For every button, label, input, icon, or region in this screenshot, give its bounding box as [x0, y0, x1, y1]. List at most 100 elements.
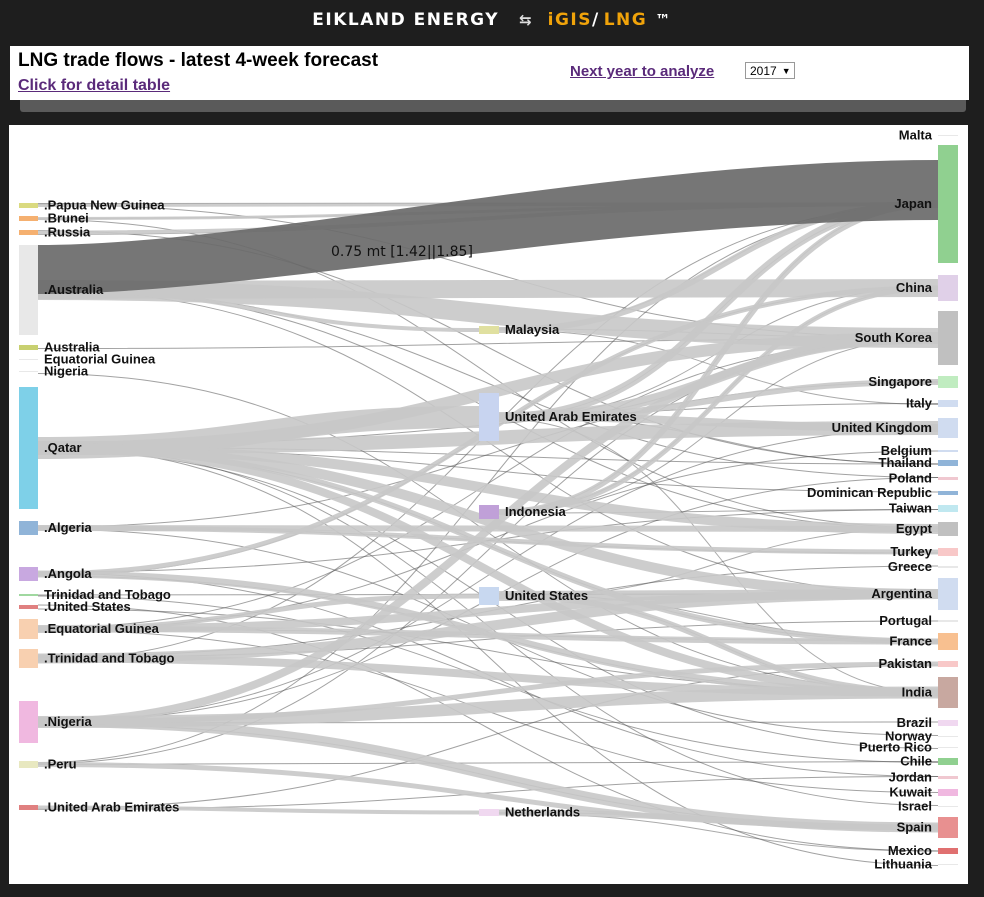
source-node-united-states[interactable] [19, 605, 38, 609]
dest-label-mexico: Mexico [888, 843, 932, 858]
product-lng: LNG [603, 10, 648, 30]
next-year-link[interactable]: Next year to analyze [570, 63, 715, 80]
source-label-peru: .Peru [44, 757, 77, 772]
source-node-trinidad-and-tobago[interactable] [19, 649, 38, 668]
hub-node-united-states[interactable] [479, 587, 499, 605]
flow-link[interactable] [37, 288, 480, 332]
source-node-united-arab-emirates[interactable] [19, 805, 38, 810]
dest-node-italy[interactable] [938, 400, 958, 407]
dest-node-argentina[interactable] [938, 578, 958, 610]
source-label-equatorial-guinea: Equatorial Guinea [44, 352, 156, 367]
source-node-brunei[interactable] [19, 216, 38, 221]
source-node-algeria[interactable] [19, 521, 38, 535]
thin-link[interactable] [37, 761, 939, 765]
flow-link[interactable] [498, 593, 939, 696]
dest-node-puerto-rico[interactable] [938, 747, 958, 748]
dest-label-pakistan: Pakistan [879, 656, 933, 671]
hub-label-malaysia: Malaysia [505, 322, 560, 337]
flow-link[interactable] [37, 626, 939, 645]
source-label-united-states: .United States [44, 599, 131, 614]
dest-label-poland: Poland [889, 471, 932, 486]
dest-node-taiwan[interactable] [938, 505, 958, 512]
thin-link[interactable] [37, 664, 939, 809]
dest-node-poland[interactable] [938, 477, 958, 480]
dest-node-singapore[interactable] [938, 376, 958, 388]
dest-label-japan: Japan [894, 196, 932, 211]
source-node-equatorial-guinea[interactable] [19, 619, 38, 639]
dest-label-taiwan: Taiwan [889, 501, 932, 516]
dest-label-greece: Greece [888, 559, 932, 574]
flow-link[interactable] [498, 285, 939, 515]
flow-link[interactable] [498, 589, 939, 601]
year-select[interactable]: 2017 ▼ [745, 62, 795, 79]
dest-node-belgium[interactable] [938, 450, 958, 452]
source-node-angola[interactable] [19, 567, 38, 581]
source-node-qatar[interactable] [19, 387, 38, 509]
dest-node-dominican-republic[interactable] [938, 491, 958, 495]
source-label-papua-new-guinea: .Papua New Guinea [44, 198, 165, 213]
wide-links-layer [37, 200, 939, 833]
source-label-australia: Australia [44, 340, 100, 355]
thin-link[interactable] [498, 329, 939, 405]
product-separator: / [592, 10, 600, 30]
dest-label-norway: Norway [885, 729, 933, 744]
dest-node-israel[interactable] [938, 806, 958, 807]
source-label-qatar: .Qatar [44, 440, 82, 455]
flow-link[interactable] [498, 809, 939, 831]
hub-node-netherlands[interactable] [479, 809, 499, 816]
flow-link[interactable] [37, 525, 939, 555]
dest-node-chile[interactable] [938, 758, 958, 765]
source-node-papua-new-guinea[interactable] [19, 203, 38, 208]
header-shadow [20, 98, 966, 112]
dest-node-kuwait[interactable] [938, 789, 958, 796]
dest-node-france[interactable] [938, 633, 958, 650]
dest-node-spain[interactable] [938, 817, 958, 838]
dest-label-belgium: Belgium [881, 443, 932, 458]
dest-node-japan[interactable] [938, 145, 958, 263]
source-node-australia[interactable] [19, 245, 38, 335]
dest-node-turkey[interactable] [938, 548, 958, 556]
dest-label-chile: Chile [900, 754, 932, 769]
hub-node-united-arab-emirates[interactable] [479, 393, 499, 441]
dest-node-malta[interactable] [938, 135, 958, 136]
dest-node-egypt[interactable] [938, 522, 958, 536]
source-node-nigeria[interactable] [19, 371, 38, 372]
flow-link[interactable] [37, 805, 480, 815]
dest-label-china: China [896, 280, 933, 295]
nodes-layer [19, 135, 958, 865]
flow-link[interactable] [37, 445, 939, 645]
hub-node-malaysia[interactable] [479, 326, 499, 334]
dest-node-china[interactable] [938, 275, 958, 301]
source-node-trinidad-and-tobago[interactable] [19, 594, 38, 596]
thin-link[interactable] [498, 509, 939, 514]
product-igis: iGIS [547, 10, 592, 30]
dest-label-singapore: Singapore [868, 374, 932, 389]
dest-node-south-korea[interactable] [938, 311, 958, 365]
source-node-australia[interactable] [19, 345, 38, 350]
hub-node-indonesia[interactable] [479, 505, 499, 519]
dest-node-norway[interactable] [938, 736, 958, 737]
highlighted-flow-australia-japan[interactable] [38, 160, 938, 294]
swap-arrows-icon: ⇆ [519, 11, 532, 29]
detail-table-link[interactable]: Click for detail table [18, 77, 171, 94]
thin-link[interactable] [37, 428, 939, 723]
source-node-peru[interactable] [19, 761, 38, 768]
thin-link[interactable] [37, 446, 939, 866]
dest-node-lithuania[interactable] [938, 864, 958, 865]
source-node-equatorial-guinea[interactable] [19, 359, 38, 360]
dest-node-thailand[interactable] [938, 460, 958, 466]
source-node-nigeria[interactable] [19, 701, 38, 743]
source-label-nigeria: .Nigeria [44, 714, 92, 729]
dest-label-argentina: Argentina [871, 586, 932, 601]
source-node-russia[interactable] [19, 230, 38, 235]
dest-node-greece[interactable] [938, 566, 958, 568]
flow-link[interactable] [37, 280, 939, 348]
dest-node-pakistan[interactable] [938, 661, 958, 667]
dest-node-mexico[interactable] [938, 848, 958, 854]
hub-label-netherlands: Netherlands [505, 805, 580, 820]
dest-node-brazil[interactable] [938, 720, 958, 726]
dest-node-united-kingdom[interactable] [938, 418, 958, 438]
dest-node-jordan[interactable] [938, 776, 958, 779]
dest-node-portugal[interactable] [938, 620, 958, 622]
dest-node-india[interactable] [938, 677, 958, 708]
